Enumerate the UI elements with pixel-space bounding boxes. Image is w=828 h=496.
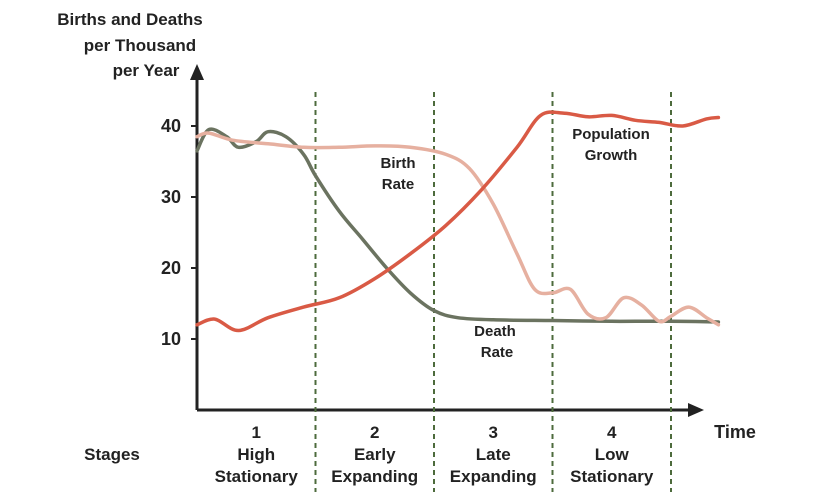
- stage-3-name-line1: Late: [476, 445, 511, 464]
- annotation-birth-rate-line-1: Birth: [381, 155, 416, 172]
- y-axis-label-line-3: per Year: [113, 61, 180, 80]
- stage-1-name-line1: High: [237, 445, 275, 464]
- y-tick-label: 30: [161, 187, 181, 207]
- death-series-line: [195, 127, 721, 324]
- annotation-death-rate-line-2: Rate: [481, 344, 514, 361]
- stage-3-number: 3: [489, 423, 498, 442]
- stage-1-number: 1: [252, 423, 261, 442]
- y-tick-label: 40: [161, 116, 181, 136]
- annotation-death-rate-line-1: Death: [474, 323, 516, 340]
- birth-series-line: [195, 131, 721, 327]
- stages-label: Stages: [84, 445, 140, 464]
- stage-4-name-line1: Low: [595, 445, 630, 464]
- x-axis-label: Time: [714, 422, 756, 442]
- annotation-population-growth-line-2: Growth: [585, 147, 638, 164]
- x-axis-arrow: [688, 403, 704, 417]
- y-tick-label: 10: [161, 329, 181, 349]
- y-tick-label: 20: [161, 258, 181, 278]
- series-layer: [195, 110, 721, 333]
- stage-3-name-line2: Expanding: [450, 467, 537, 486]
- stage-4-number: 4: [607, 423, 617, 442]
- annotation-birth-rate-line-2: Rate: [382, 176, 415, 193]
- stage-4-name-line2: Stationary: [570, 467, 654, 486]
- y-axis-arrow: [190, 64, 204, 80]
- y-tick-group: 10 20 30 40: [161, 116, 197, 349]
- y-axis-label-line-2: per Thousand: [84, 36, 196, 55]
- annotation-population-growth-line-1: Population: [572, 126, 650, 143]
- population-series-line: [195, 110, 721, 333]
- stage-label-group: 1 High Stationary 2 Early Expanding 3 Late Expan…: [215, 423, 654, 486]
- stage-1-name-line2: Stationary: [215, 467, 299, 486]
- stage-2-name-line2: Expanding: [331, 467, 418, 486]
- stage-2-number: 2: [370, 423, 379, 442]
- y-axis-label-line-1: Births and Deaths: [57, 10, 202, 29]
- stage-2-name-line1: Early: [354, 445, 396, 464]
